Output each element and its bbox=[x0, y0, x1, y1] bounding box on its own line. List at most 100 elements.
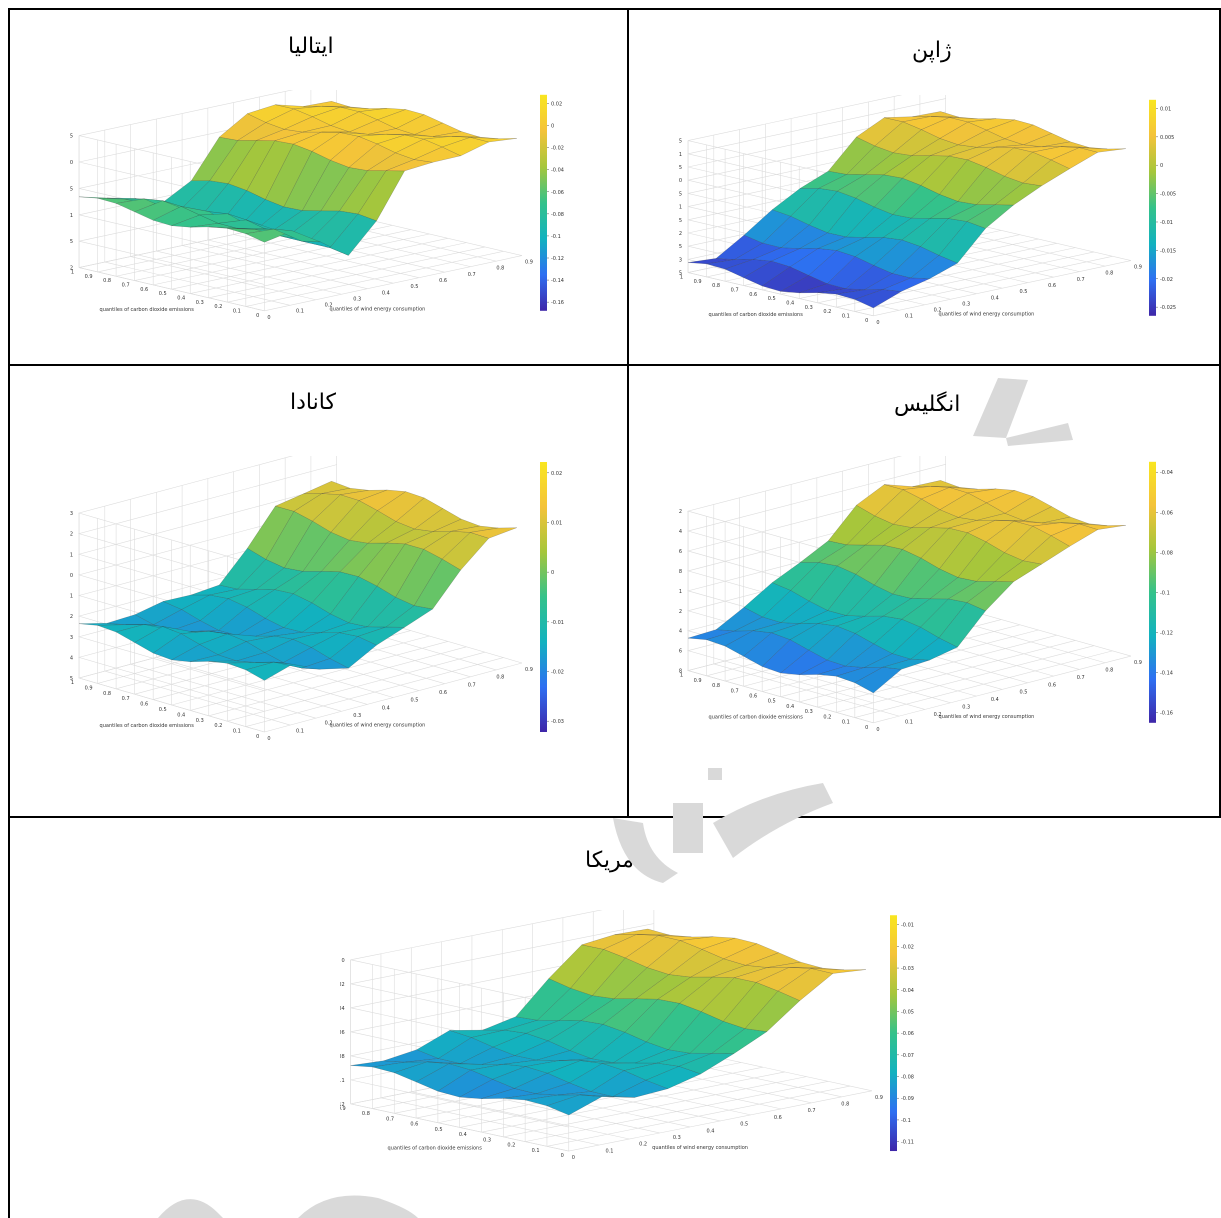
y-tick-label: 0.3 bbox=[805, 709, 813, 715]
z-tick-label: -0.01 bbox=[70, 594, 73, 600]
z-tick-label: -0.06 bbox=[340, 1030, 345, 1036]
z-tick-label: 0.01 bbox=[70, 552, 73, 558]
y-tick-label: 0 bbox=[256, 734, 259, 740]
y-tick-label: 0.5 bbox=[159, 707, 167, 713]
colorbar-tick-label: -0.16 bbox=[551, 300, 564, 306]
z-tick-label: 0.015 bbox=[679, 139, 682, 145]
colorbar-tick-label: -0.14 bbox=[551, 278, 564, 284]
x-tick-label: 0.1 bbox=[296, 728, 304, 734]
gridline bbox=[568, 1090, 873, 1152]
y-tick-label: 0.6 bbox=[410, 1122, 418, 1128]
y-tick-label: 0.2 bbox=[214, 723, 222, 729]
x-tick-label: 0.9 bbox=[525, 260, 533, 266]
colorbar-tick-label: -0.04 bbox=[1160, 470, 1173, 476]
z-tick-label: -0.2 bbox=[70, 266, 73, 272]
chart-title-japan: ژاپن bbox=[912, 38, 952, 63]
y-tick-label: 0.5 bbox=[435, 1127, 443, 1133]
y-tick-label: 0.1 bbox=[233, 729, 241, 735]
colorbar-tick-label: 0.01 bbox=[1160, 106, 1171, 112]
z-tick-label: -0.015 bbox=[679, 218, 682, 224]
x-tick-label: 0.8 bbox=[1105, 668, 1113, 674]
x-tick-label: 0.5 bbox=[410, 698, 418, 704]
chart-title-uk: انگلیس bbox=[894, 392, 961, 417]
y-tick-label: 1 bbox=[680, 673, 683, 679]
table-border-right bbox=[1219, 8, 1221, 818]
surface bbox=[350, 928, 866, 1116]
z-tick-label: -0.03 bbox=[70, 635, 73, 641]
x-tick-label: 0.2 bbox=[934, 712, 942, 718]
colorbar-tick-label: -0.14 bbox=[1160, 670, 1173, 676]
colorbar-tick-label: -0.01 bbox=[551, 620, 564, 626]
x-axis-label: quantiles of wind energy consumption bbox=[939, 714, 1035, 720]
surface bbox=[78, 481, 517, 681]
chart-uk: -0.02 -0.04 -0.06 -0.08 -0.1 -0.12 -0.14 -0.16 -… bbox=[679, 456, 1179, 746]
colorbar-tick-label: 0 bbox=[1160, 163, 1163, 169]
y-tick-label: 0.2 bbox=[507, 1143, 515, 1149]
colorbar-tick-label: -0.04 bbox=[551, 168, 564, 174]
y-tick-label: 0.1 bbox=[233, 308, 241, 314]
z-tick-label: -0.1 bbox=[70, 213, 73, 219]
gridline bbox=[153, 229, 411, 286]
x-axis-label: quantiles of wind energy consumption bbox=[330, 307, 426, 313]
x-tick-label: 0.6 bbox=[439, 690, 447, 696]
x-tick-label: 0.3 bbox=[673, 1135, 681, 1141]
z-tick-label: 0.05 bbox=[70, 134, 73, 140]
x-tick-label: 0.4 bbox=[991, 295, 999, 301]
table-border-row1 bbox=[8, 364, 1221, 366]
z-tick-label: -0.03 bbox=[679, 257, 682, 263]
x-tick-label: 0.1 bbox=[905, 314, 913, 320]
gridline bbox=[77, 464, 337, 588]
cell-canada: کانادا 0.03 0.02 0.01 0 -0.01 -0.02 -0.03 -0.04… bbox=[10, 366, 627, 816]
x-tick-label: 0.4 bbox=[707, 1128, 715, 1134]
surface-patch bbox=[811, 968, 866, 974]
axes: 0.015 0.01 0.005 0 -0.005 -0.01 -0.015 -0.02 -0.… bbox=[679, 139, 1142, 326]
z-tick-label: -0.02 bbox=[70, 614, 73, 620]
surface-plot: -0.02 -0.04 -0.06 -0.08 -0.1 -0.12 -0.14 -0.16 -… bbox=[679, 456, 1173, 733]
z-tick-label: -0.12 bbox=[340, 1102, 345, 1108]
x-tick-label: 0.3 bbox=[353, 713, 361, 719]
surface-patch bbox=[1079, 147, 1126, 153]
x-tick-label: 0.2 bbox=[325, 303, 333, 309]
surface-plot: 0.03 0.02 0.01 0 -0.01 -0.02 -0.03 -0.04 -0.05 0 0… bbox=[70, 456, 564, 742]
y-tick-label: 0.7 bbox=[731, 288, 739, 294]
surface bbox=[78, 101, 517, 256]
colorbar-tick-label: -0.1 bbox=[551, 234, 561, 240]
colorbar bbox=[1149, 461, 1156, 723]
axes: 0 -0.02 -0.04 -0.06 -0.08 -0.1 -0.12 0 0.1 0.2 0.3… bbox=[340, 958, 883, 1161]
z-tick-label: -0.08 bbox=[679, 569, 682, 575]
x-tick-label: 0 bbox=[267, 315, 270, 321]
y-tick-label: 0.1 bbox=[532, 1148, 540, 1154]
colorbar-tick-label: -0.015 bbox=[1160, 248, 1176, 254]
y-tick-label: 0.4 bbox=[177, 296, 185, 302]
z-tick-label: -0.04 bbox=[340, 1006, 345, 1012]
x-tick-label: 0.5 bbox=[740, 1122, 748, 1128]
x-tick-label: 0.6 bbox=[1048, 283, 1056, 289]
y-tick-label: 0.4 bbox=[786, 301, 794, 307]
surface bbox=[687, 480, 1126, 694]
chart-italy: 0.05 0 -0.05 -0.1 -0.15 -0.2 0 0.1 0.2 0.3 0.4 0.5 0… bbox=[70, 90, 570, 330]
z-tick-label: -0.05 bbox=[70, 676, 73, 682]
y-tick-label: 0.3 bbox=[805, 305, 813, 311]
x-tick-label: 0.1 bbox=[905, 719, 913, 725]
z-tick-label: -0.01 bbox=[679, 205, 682, 211]
cell-uk: انگلیس -0.02 -0.04 -0.06 -0.08 -0.1 -0.12 -0.1… bbox=[629, 366, 1219, 816]
colorbar-tick-label: -0.04 bbox=[901, 988, 914, 994]
z-tick-label: -0.04 bbox=[679, 529, 682, 535]
colorbar bbox=[540, 94, 547, 311]
y-axis-label: quantiles of carbon dioxide emissions bbox=[100, 723, 195, 729]
surface-patch bbox=[303, 101, 351, 108]
colorbar-tick-label: -0.11 bbox=[901, 1140, 914, 1146]
gridline bbox=[171, 635, 430, 706]
colorbar-tick-label: 0.02 bbox=[551, 101, 562, 107]
y-tick-label: 0.9 bbox=[694, 678, 702, 684]
y-tick-label: 0.6 bbox=[140, 287, 148, 293]
x-tick-label: 0.2 bbox=[325, 721, 333, 727]
x-axis-label: quantiles of wind energy consumption bbox=[652, 1145, 748, 1151]
y-tick-label: 0.8 bbox=[362, 1111, 370, 1117]
z-tick-label: 0.02 bbox=[70, 532, 73, 538]
y-axis-label: quantiles of carbon dioxide emissions bbox=[709, 312, 804, 318]
colorbar-tick-label: 0.005 bbox=[1160, 135, 1174, 141]
y-tick-label: 1 bbox=[71, 270, 74, 276]
x-tick-label: 0.3 bbox=[962, 301, 970, 307]
gridline bbox=[873, 260, 1132, 317]
